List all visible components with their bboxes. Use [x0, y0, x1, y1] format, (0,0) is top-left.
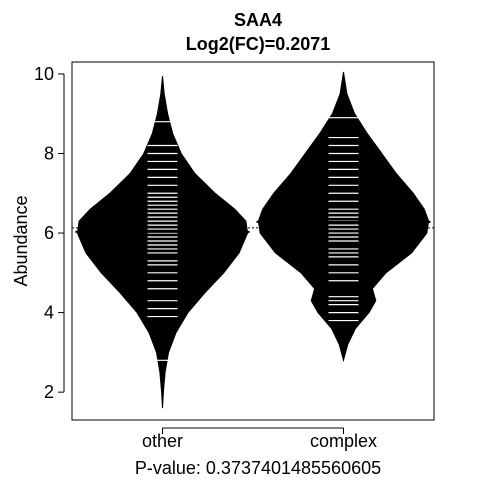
plot-frame — [71, 61, 435, 421]
y-tick-label: 10 — [34, 64, 54, 84]
bean-shape-other — [76, 75, 249, 409]
bean-complex — [256, 71, 431, 363]
bean-other — [75, 75, 250, 409]
y-tick-label: 8 — [44, 143, 54, 163]
beans-group — [75, 71, 431, 409]
chart-title: SAA4 — [234, 10, 282, 30]
y-tick-label: 2 — [44, 382, 54, 402]
chart-subtitle: Log2(FC)=0.2071 — [186, 34, 331, 54]
y-axis: 2 4 6 8 10 — [34, 64, 65, 402]
x-axis: other complex — [142, 427, 377, 451]
bean-shape-complex — [257, 71, 430, 363]
y-axis-label: Abundance — [11, 195, 31, 286]
y-tick-label: 4 — [44, 303, 54, 323]
y-tick-label: 6 — [44, 223, 54, 243]
x-tick-label: complex — [310, 431, 377, 451]
x-tick-label: other — [142, 431, 183, 451]
x-axis-label: P-value: 0.3737401485560605 — [135, 458, 381, 478]
